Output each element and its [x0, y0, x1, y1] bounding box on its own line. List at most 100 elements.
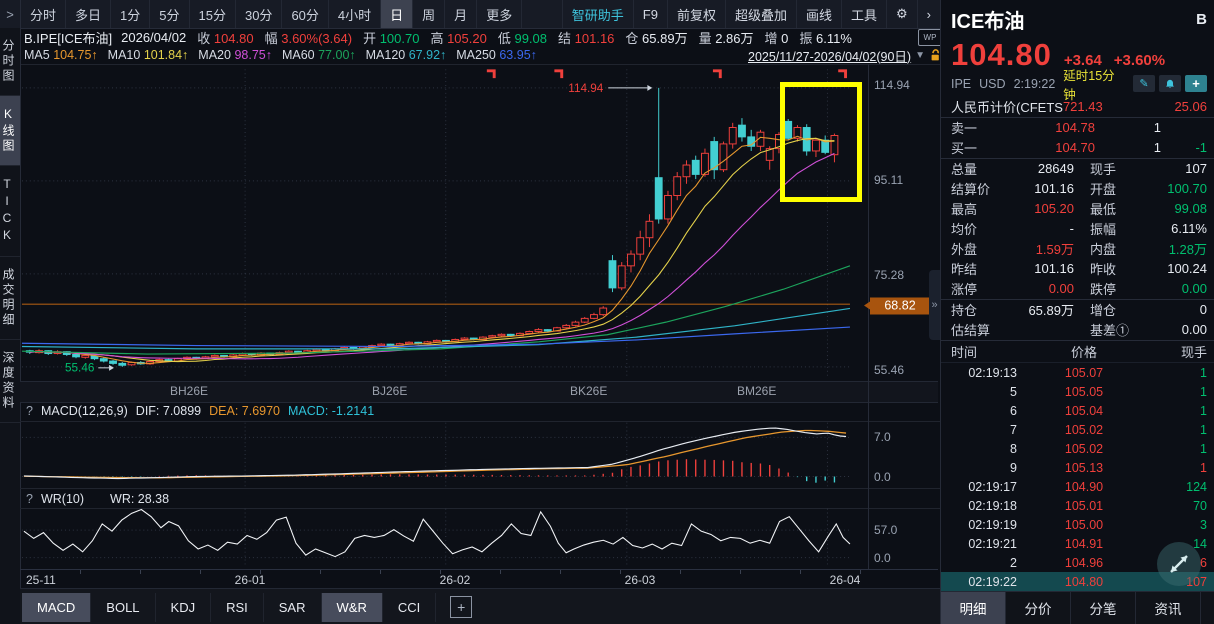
help-icon[interactable]: ?	[26, 491, 33, 506]
chevron-down-icon[interactable]: ▼	[915, 49, 925, 61]
axis-label: 95.11	[874, 173, 904, 187]
toolbar-item-F9[interactable]: F9	[632, 0, 667, 28]
quote-field-高: 高 105.20	[430, 30, 487, 46]
candlestick-chart[interactable]: 114.94 55.46	[20, 64, 940, 381]
candle-body	[405, 341, 413, 345]
period-tab-15分[interactable]: 15分	[190, 0, 236, 28]
toolbar-item-超级叠加[interactable]: 超级叠加	[724, 0, 796, 28]
book-row-买一[interactable]: 买一 104.70 1 -1	[941, 138, 1214, 159]
period-tab-4小时[interactable]: 4小时	[329, 0, 382, 28]
alert-marker-icon	[554, 69, 564, 79]
tick-row[interactable]: 7 105.02 1	[1010, 422, 1207, 437]
indicator-tab-MACD[interactable]: MACD	[22, 592, 92, 622]
indicator-tab-BOLL[interactable]: BOLL	[91, 592, 156, 622]
quote-panel-tabs: 明细 分价 分笔 资讯	[941, 591, 1214, 624]
currency-code: USD	[979, 76, 1006, 91]
book-row-卖一[interactable]: 卖一 104.78 1	[951, 120, 1161, 137]
candle-body	[691, 159, 700, 175]
panel-tab-明细[interactable]: 明细	[941, 592, 1006, 624]
candle-body	[99, 358, 108, 362]
panel-tab-分价[interactable]: 分价	[1006, 592, 1071, 624]
axis-label: 0.0	[874, 551, 891, 565]
period-tab-分时[interactable]: 分时	[21, 0, 67, 28]
panel-tab-分笔[interactable]: 分笔	[1071, 592, 1136, 624]
axis-tick	[860, 570, 861, 574]
tick-row[interactable]: 6 105.04 1	[1010, 403, 1207, 418]
period-tab-月[interactable]: 月	[445, 0, 478, 28]
period-tab-多日[interactable]: 多日	[66, 0, 112, 28]
quote-row-结算价: 结算价 101.16 开盘 100.70	[951, 181, 1207, 198]
tick-row[interactable]: 02:19:17 104.90 124	[968, 479, 1207, 494]
axis-label: 57.0	[874, 523, 898, 537]
tick-row[interactable]: 9 105.13 1	[1010, 460, 1207, 475]
date-range-selector[interactable]: 2025/11/27-2026/04/02(90日)	[748, 49, 912, 64]
toolbar-item-工具[interactable]: 工具	[840, 0, 886, 28]
unlock-icon[interactable]	[929, 48, 942, 62]
quote-row-涨停: 涨停 0.00 跌停 0.00	[941, 279, 1214, 300]
candle-body	[812, 139, 820, 152]
quote-row-持仓: 持仓 65.89万 增仓 0	[951, 302, 1207, 319]
candle-body	[608, 260, 617, 289]
price-level-badge: 68.82	[864, 297, 930, 315]
time-axis-label: 26-03	[624, 573, 656, 587]
chart-mode-sidebar: 分时图 K线图 TICK 成交明细 深度资料	[0, 28, 21, 624]
panel-tab-资讯[interactable]: 资讯	[1136, 592, 1201, 624]
candle-body	[460, 337, 469, 340]
add-indicator-button[interactable]: +	[450, 596, 473, 618]
sidebar-item-深度资料[interactable]: 深度资料	[0, 340, 20, 423]
tick-row[interactable]: 2 104.96 6	[1010, 555, 1207, 570]
quote-field-低: 低 99.08	[497, 30, 548, 46]
help-icon[interactable]: ?	[26, 404, 33, 418]
tick-row[interactable]: 8 105.02 1	[1010, 441, 1207, 456]
indicator-tab-CCI[interactable]: CCI	[383, 592, 437, 622]
candle-body	[118, 362, 127, 366]
wr-chart[interactable]	[20, 507, 940, 569]
gear-icon[interactable]: ⚙	[886, 0, 917, 28]
tick-row[interactable]: 02:19:21 104.91 14	[968, 536, 1207, 551]
high-price-annotation: 114.94	[568, 82, 603, 95]
edit-icon[interactable]: ✎	[1133, 75, 1155, 93]
sidebar-item-分时图[interactable]: 分时图	[0, 28, 20, 96]
toolbar-item-前复权[interactable]: 前复权	[666, 0, 725, 28]
wp-monitor-icon[interactable]: WP	[918, 28, 942, 46]
wr-value: WR: 28.38	[110, 491, 170, 506]
panel-splitter-handle[interactable]: »	[929, 270, 940, 340]
indicator-tab-KDJ[interactable]: KDJ	[156, 592, 212, 622]
indicator-tab-RSI[interactable]: RSI	[211, 592, 264, 622]
chevron-right-icon[interactable]: ›	[916, 0, 940, 28]
macd-chart[interactable]	[20, 421, 940, 488]
cfets-value: 721.43	[1062, 99, 1103, 115]
sidebar-item-K线图[interactable]: K线图	[0, 96, 20, 166]
candle-body	[432, 339, 441, 343]
expand-icon[interactable]	[1157, 542, 1201, 586]
period-tab-1分[interactable]: 1分	[111, 0, 151, 28]
collapse-sidebar-button[interactable]: >	[0, 0, 21, 28]
ma-legend-MA60: MA60 77.00↑	[281, 48, 356, 62]
tick-row[interactable]: 02:19:13 105.07 1	[968, 365, 1207, 380]
period-tab-5分[interactable]: 5分	[150, 0, 190, 28]
axis-tick	[380, 570, 381, 574]
indicator-tab-W&R[interactable]: W&R	[321, 592, 383, 622]
trade-date: 2026/04/02	[121, 29, 187, 45]
indicator-tab-SAR[interactable]: SAR	[264, 592, 322, 622]
axis-tick	[740, 570, 741, 574]
period-tab-60分[interactable]: 60分	[282, 0, 329, 28]
sidebar-item-TICK[interactable]: TICK	[0, 166, 20, 257]
toolbar-item-智研助手[interactable]: 智研助手	[561, 0, 633, 28]
tick-row[interactable]: 02:19:22 104.80 107	[941, 572, 1214, 592]
quote-field-仓: 仓 65.89万	[625, 30, 688, 46]
tick-row[interactable]: 02:19:18 105.01 70	[968, 498, 1207, 513]
price-axis-line	[868, 64, 869, 569]
period-tab-周[interactable]: 周	[413, 0, 446, 28]
toolbar-item-画线[interactable]: 画线	[795, 0, 841, 28]
period-tab-30分[interactable]: 30分	[236, 0, 283, 28]
period-tab-日[interactable]: 日	[381, 0, 414, 28]
period-tab-更多[interactable]: 更多	[477, 0, 523, 28]
sidebar-item-成交明细[interactable]: 成交明细	[0, 257, 20, 340]
bell-icon[interactable]	[1159, 75, 1181, 93]
tick-row[interactable]: 02:19:19 105.00 3	[968, 517, 1207, 532]
tick-row[interactable]: 5 105.05 1	[1010, 384, 1207, 399]
plus-icon[interactable]: +	[1185, 75, 1207, 93]
candle-body	[701, 152, 709, 175]
ma-legend-MA5: MA5 104.75↑	[24, 48, 98, 62]
